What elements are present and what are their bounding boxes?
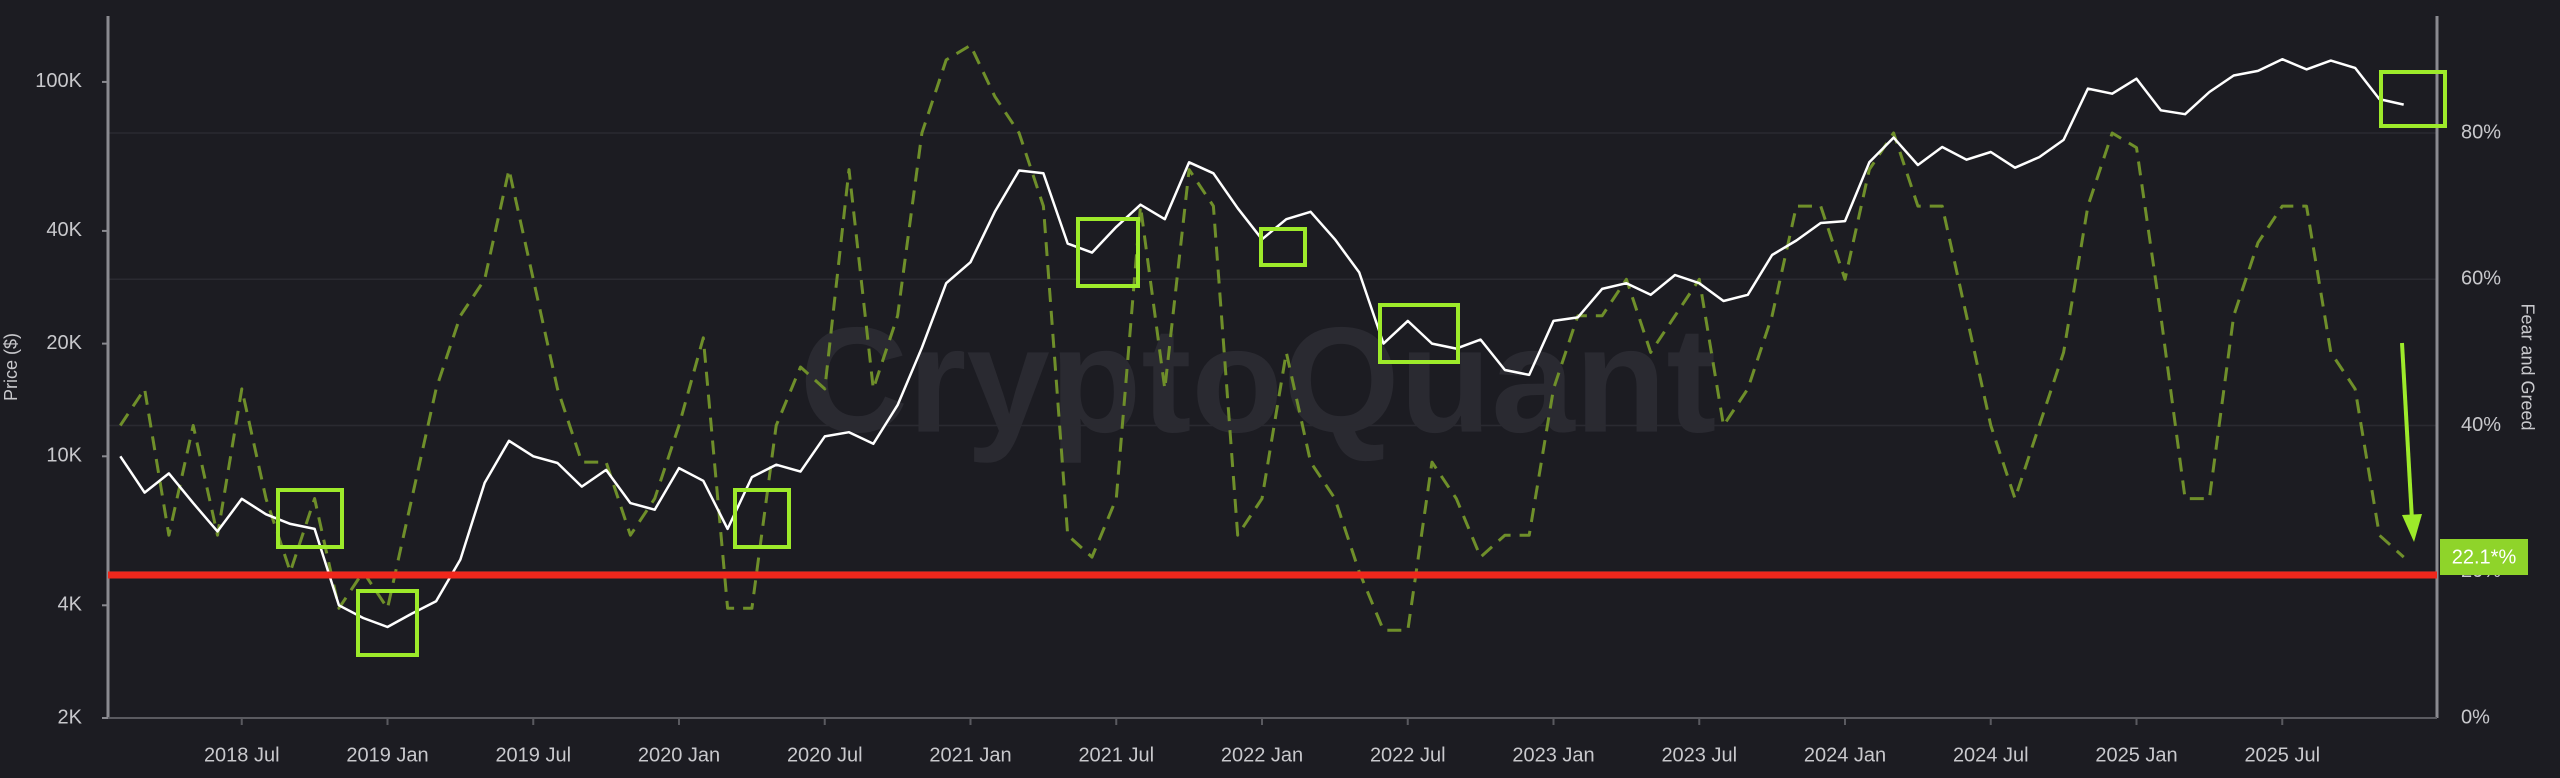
y2-tick-label: 60% (2461, 268, 2501, 290)
y2-tick-label: 40% (2461, 414, 2501, 436)
highlight-box (733, 488, 791, 549)
x-tick-label: 2021 Jul (1078, 744, 1154, 766)
highlight-box (1378, 303, 1460, 364)
y-tick-label: 100K (35, 70, 82, 92)
x-tick-label: 2024 Jan (1804, 744, 1886, 766)
y-tick-label: 20K (46, 332, 82, 354)
y-tick-label: 10K (46, 445, 82, 467)
x-tick-label: 2020 Jul (787, 744, 863, 766)
highlight-boxes (276, 70, 2447, 657)
x-tick-label: 2022 Jul (1370, 744, 1446, 766)
x-tick-label: 2018 Jul (204, 744, 280, 766)
highlight-box (356, 589, 419, 657)
x-tick-label: 2025 Jan (2095, 744, 2177, 766)
x-tick-label: 2022 Jan (1221, 744, 1303, 766)
x-tick-label: 2020 Jan (638, 744, 720, 766)
y-axis-title: Price ($) (1, 333, 21, 401)
badge-label: 22.1*% (2452, 546, 2517, 568)
y2-tick-label: 80% (2461, 121, 2501, 143)
arrow-head (2402, 514, 2422, 542)
arrow-shaft (2400, 342, 2414, 521)
y2-tick-label: 0% (2461, 706, 2490, 728)
highlight-box (1076, 217, 1140, 288)
y-tick-label: 2K (58, 706, 83, 728)
fear-greed-line (119, 43, 2405, 632)
x-tick-label: 2019 Jul (495, 744, 571, 766)
highlight-box (276, 488, 344, 549)
watermark: CryptoQuant (800, 296, 1717, 464)
y-tick-label: 4K (58, 594, 83, 616)
x-tick-label: 2023 Jul (1661, 744, 1737, 766)
highlight-box (2379, 70, 2447, 128)
x-tick-label: 2019 Jan (346, 744, 428, 766)
y2-axis-title: Fear and Greed (2517, 303, 2537, 430)
x-tick-label: 2023 Jan (1512, 744, 1594, 766)
badge (2440, 539, 2528, 575)
y-tick-label: 40K (46, 219, 82, 241)
x-tick-label: 2025 Jul (2244, 744, 2320, 766)
x-tick-label: 2021 Jan (929, 744, 1011, 766)
x-tick-label: 2024 Jul (1953, 744, 2029, 766)
highlight-box (1259, 227, 1307, 267)
